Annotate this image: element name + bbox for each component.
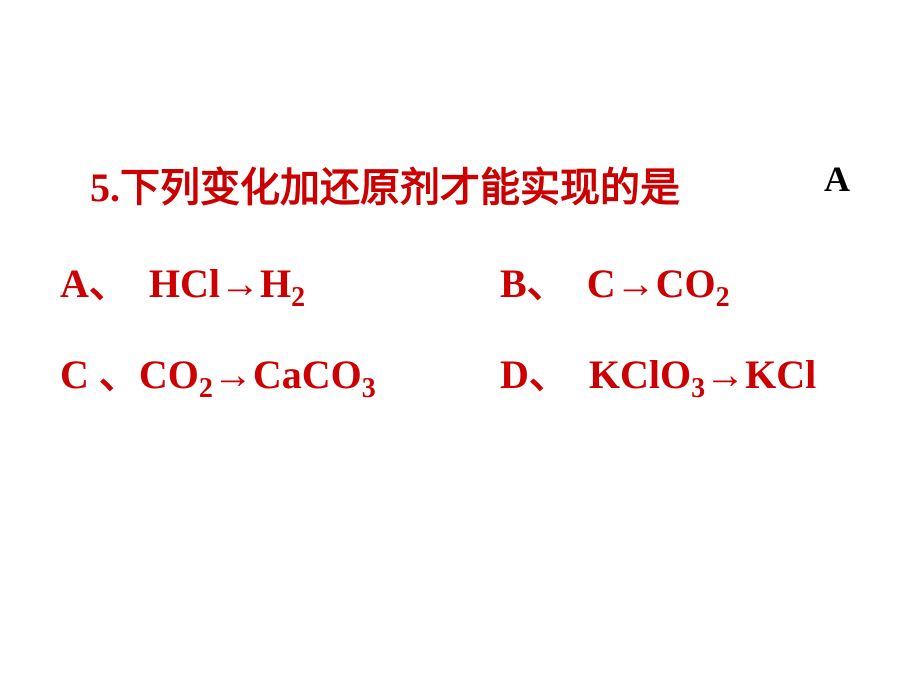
option-d: D、 KClO3→KCl	[500, 342, 816, 405]
options-row-2: C 、CO2→CaCO3 D、 KClO3→KCl	[60, 342, 860, 405]
question-stem: 下列变化加还原剂才能实现的是	[120, 165, 680, 210]
option-c: C 、CO2→CaCO3	[60, 342, 500, 405]
formula-a: HCl→H2	[149, 261, 305, 306]
option-b: B、 C→CO2	[500, 251, 730, 314]
formula-c: CO2→CaCO3	[139, 352, 376, 397]
question-number: 5.	[90, 165, 120, 210]
formula-b: C→CO2	[587, 261, 730, 306]
question-text: 5.下列变化加还原剂才能实现的是	[60, 155, 860, 213]
options-row-1: A、 HCl→H2 B、 C→CO2	[60, 251, 860, 314]
slide-content: 5.下列变化加还原剂才能实现的是 A、 HCl→H2 B、 C→CO2 C 、C…	[60, 155, 860, 433]
option-a: A、 HCl→H2	[60, 251, 500, 314]
formula-d: KClO3→KCl	[589, 352, 816, 397]
answer-label: A	[824, 158, 850, 200]
